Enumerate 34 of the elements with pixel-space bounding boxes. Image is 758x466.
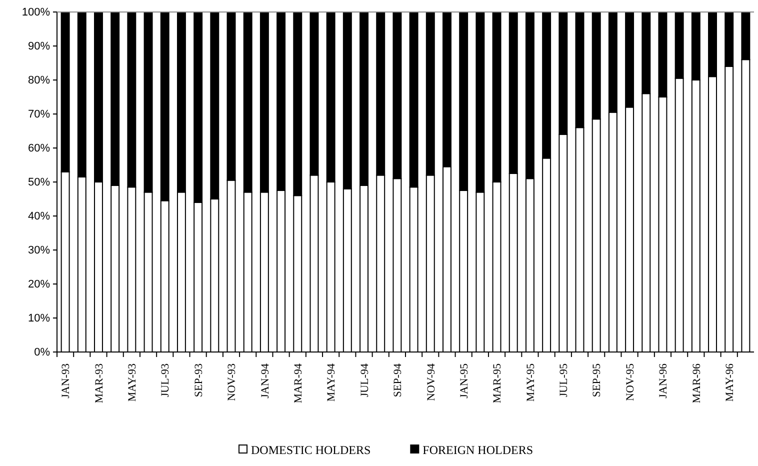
x-tick-label: NOV-95 bbox=[624, 363, 636, 401]
y-tick-label: 70% bbox=[28, 108, 50, 121]
y-tick-label: 10% bbox=[28, 312, 50, 325]
y-tick-label: 100% bbox=[22, 6, 50, 19]
legend-label: DOMESTIC HOLDERS bbox=[251, 443, 371, 457]
y-tick-label: 20% bbox=[28, 278, 50, 291]
x-tick-label: MAY-96 bbox=[724, 363, 736, 402]
x-tick-label: NOV-94 bbox=[425, 363, 438, 401]
y-tick-label: 80% bbox=[28, 74, 50, 87]
y-tick-label: 60% bbox=[28, 142, 50, 155]
x-tick-label: JUL-93 bbox=[160, 363, 172, 398]
x-tick-label: SEP-94 bbox=[392, 363, 404, 398]
x-tick-label: JAN-94 bbox=[259, 363, 272, 398]
x-tick-label: MAR-94 bbox=[292, 363, 304, 404]
x-tick-label: JAN-93 bbox=[60, 363, 72, 398]
legend-label: FOREIGN HOLDERS bbox=[422, 443, 534, 457]
y-tick-label: 30% bbox=[28, 244, 50, 257]
x-tick-label: MAR-95 bbox=[492, 363, 504, 404]
x-tick-label: MAR-96 bbox=[690, 363, 703, 404]
x-tick-label: SEP-93 bbox=[192, 363, 205, 398]
x-tick-label: MAY-94 bbox=[326, 363, 338, 402]
x-tick-label: SEP-95 bbox=[591, 363, 604, 398]
x-tick-label: JAN-96 bbox=[658, 363, 670, 398]
x-tick-label: MAR-93 bbox=[93, 363, 106, 404]
x-tick-label: NOV-93 bbox=[226, 363, 238, 401]
y-tick-label: 0% bbox=[34, 346, 50, 359]
y-tick-label: 40% bbox=[28, 210, 50, 223]
x-tick-label: JAN-95 bbox=[458, 363, 470, 398]
x-tick-label: MAY-93 bbox=[126, 363, 139, 402]
x-tick-label: JUL-94 bbox=[358, 363, 371, 398]
x-tick-label: MAY-95 bbox=[524, 363, 537, 402]
y-tick-label: 50% bbox=[28, 176, 50, 189]
y-tick-label: 90% bbox=[28, 40, 50, 53]
x-tick-label: JUL-95 bbox=[558, 363, 570, 398]
